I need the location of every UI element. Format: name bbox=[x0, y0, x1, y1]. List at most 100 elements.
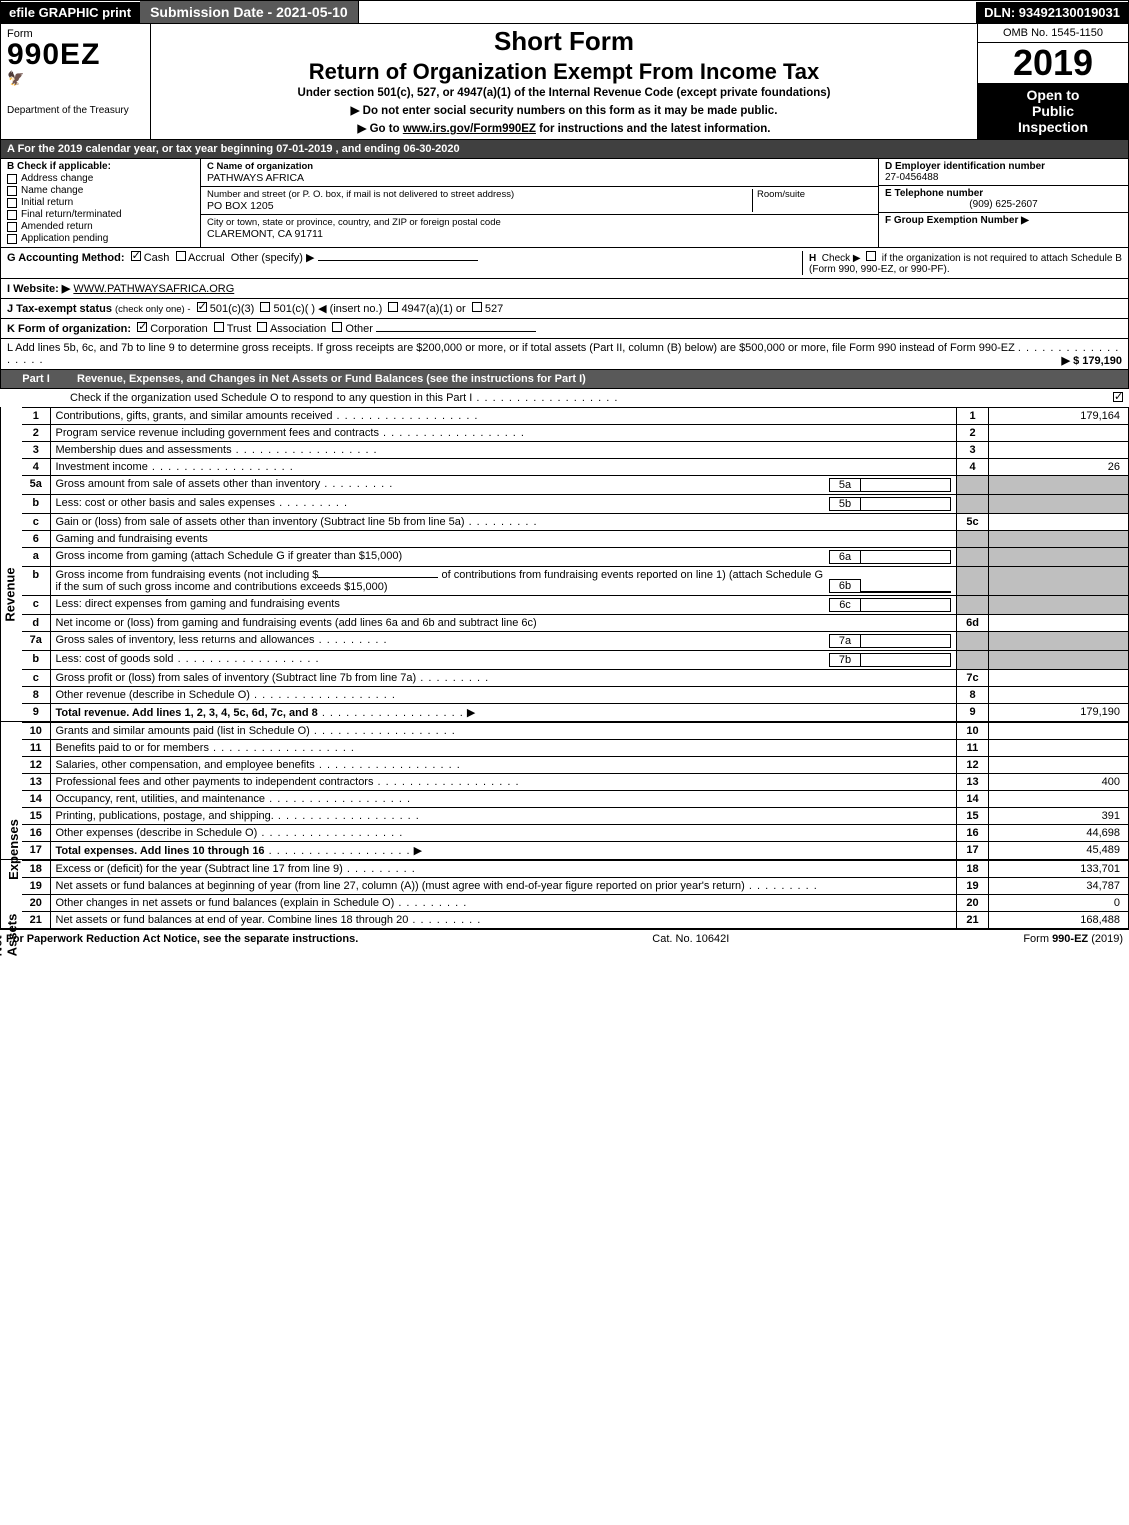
line-6b-desc1: Gross income from fundraising events (no… bbox=[56, 569, 319, 581]
header-right-col: OMB No. 1545-1150 2019 Open to Public In… bbox=[978, 24, 1128, 139]
line-8-desc: Other revenue (describe in Schedule O) bbox=[56, 689, 250, 701]
line-15-desc: Printing, publications, postage, and shi… bbox=[56, 810, 274, 822]
form-header: Form 990EZ 🦅 Department of the Treasury … bbox=[0, 24, 1129, 140]
footer-cat-no: Cat. No. 10642I bbox=[652, 933, 729, 945]
chk-4947a1[interactable] bbox=[388, 302, 398, 312]
street-label: Number and street (or P. O. box, if mail… bbox=[207, 189, 752, 200]
opt-initial-return: Initial return bbox=[21, 197, 73, 208]
chk-amended-return[interactable] bbox=[7, 222, 17, 232]
row-h-check: Check ▶ bbox=[822, 253, 861, 264]
chk-501c[interactable] bbox=[260, 302, 270, 312]
line-11-r: 11 bbox=[957, 740, 989, 757]
line-5b: bLess: cost or other basis and sales exp… bbox=[22, 495, 1129, 514]
chk-address-change[interactable] bbox=[7, 174, 17, 184]
efile-print-label[interactable]: efile GRAPHIC print bbox=[1, 2, 140, 23]
line-14-desc: Occupancy, rent, utilities, and maintena… bbox=[56, 793, 266, 805]
ein-label: D Employer identification number bbox=[885, 161, 1122, 172]
line-17-no: 17 bbox=[22, 842, 50, 860]
chk-trust[interactable] bbox=[214, 322, 224, 332]
line-5b-no: b bbox=[22, 495, 50, 514]
ssn-warning: ▶ Do not enter social security numbers o… bbox=[157, 103, 971, 117]
chk-name-change[interactable] bbox=[7, 186, 17, 196]
header-left-col: Form 990EZ 🦅 Department of the Treasury bbox=[1, 24, 151, 139]
line-5c-r: 5c bbox=[957, 514, 989, 531]
row-j-label: J Tax-exempt status bbox=[7, 303, 112, 315]
section-def: D Employer identification number 27-0456… bbox=[878, 159, 1128, 247]
line-19-desc: Net assets or fund balances at beginning… bbox=[56, 880, 745, 892]
tax-year-period: A For the 2019 calendar year, or tax yea… bbox=[0, 140, 1129, 159]
chk-501c3[interactable] bbox=[197, 302, 207, 312]
chk-application-pending[interactable] bbox=[7, 234, 17, 244]
website-row: I Website: ▶ WWW.PATHWAYSAFRICA.ORG bbox=[0, 279, 1129, 299]
chk-schedule-b-not-required[interactable] bbox=[866, 251, 876, 261]
line-7b: bLess: cost of goods sold7b bbox=[22, 651, 1129, 670]
chk-accrual[interactable] bbox=[176, 251, 186, 261]
chk-initial-return[interactable] bbox=[7, 198, 17, 208]
line-21-amt: 168,488 bbox=[989, 912, 1129, 929]
line-17: 17 Total expenses. Add lines 10 through 1… bbox=[22, 842, 1129, 860]
opt-trust: Trust bbox=[227, 323, 252, 335]
line-2-no: 2 bbox=[22, 425, 50, 442]
line-12-no: 12 bbox=[22, 757, 50, 774]
line-6a-desc: Gross income from gaming (attach Schedul… bbox=[56, 550, 830, 564]
city-label: City or town, state or province, country… bbox=[207, 217, 872, 228]
line-6d: dNet income or (loss) from gaming and fu… bbox=[22, 615, 1129, 632]
line-6c: cLess: direct expenses from gaming and f… bbox=[22, 596, 1129, 615]
line-4-amt: 26 bbox=[989, 459, 1129, 476]
expenses-lines-table: 10Grants and similar amounts paid (list … bbox=[22, 722, 1129, 860]
chk-corporation[interactable] bbox=[137, 322, 147, 332]
line-11-no: 11 bbox=[22, 740, 50, 757]
line-6b-amt-shade bbox=[989, 567, 1129, 596]
line-10-r: 10 bbox=[957, 723, 989, 740]
chk-527[interactable] bbox=[472, 302, 482, 312]
line-6b: bGross income from fundraising events (n… bbox=[22, 567, 1129, 596]
line-1-desc: Contributions, gifts, grants, and simila… bbox=[56, 410, 333, 422]
line-18-desc: Excess or (deficit) for the year (Subtra… bbox=[56, 863, 343, 875]
chk-schedule-o-part1[interactable] bbox=[1113, 392, 1123, 402]
chk-final-return[interactable] bbox=[7, 210, 17, 220]
line-9: 9 Total revenue. Add lines 1, 2, 3, 4, 5c… bbox=[22, 704, 1129, 722]
goto-link[interactable]: www.irs.gov/Form990EZ bbox=[403, 123, 536, 135]
line-6-shade bbox=[957, 531, 989, 548]
short-form-title: Short Form bbox=[157, 26, 971, 57]
website-value[interactable]: WWW.PATHWAYSAFRICA.ORG bbox=[73, 283, 234, 295]
submission-date-label: Submission Date - 2021-05-10 bbox=[140, 1, 359, 23]
line-6-amt-shade bbox=[989, 531, 1129, 548]
line-14-no: 14 bbox=[22, 791, 50, 808]
department-label: Department of the Treasury bbox=[7, 105, 144, 116]
line-6c-amt-shade bbox=[989, 596, 1129, 615]
line-9-no: 9 bbox=[22, 704, 50, 722]
opt-501c3: 501(c)(3) bbox=[210, 303, 255, 315]
line-6: 6Gaming and fundraising events bbox=[22, 531, 1129, 548]
line-5c-no: c bbox=[22, 514, 50, 531]
line-7b-no: b bbox=[22, 651, 50, 670]
chk-association[interactable] bbox=[257, 322, 267, 332]
chk-other-org[interactable] bbox=[332, 322, 342, 332]
line-7c-no: c bbox=[22, 670, 50, 687]
tax-year: 2019 bbox=[978, 43, 1128, 83]
line-7c-desc: Gross profit or (loss) from sales of inv… bbox=[56, 672, 417, 684]
chk-cash[interactable] bbox=[131, 251, 141, 261]
line-5a-amt-shade bbox=[989, 476, 1129, 495]
line-9-desc: Total revenue. Add lines 1, 2, 3, 4, 5c,… bbox=[56, 707, 318, 719]
row-h-text2: if the organization is not required to a… bbox=[882, 253, 1122, 264]
line-12-desc: Salaries, other compensation, and employ… bbox=[56, 759, 315, 771]
line-17-desc: Total expenses. Add lines 10 through 16 bbox=[56, 845, 265, 857]
line-3-desc: Membership dues and assessments bbox=[56, 444, 232, 456]
row-k-label: K Form of organization: bbox=[7, 323, 131, 335]
line-6a: aGross income from gaming (attach Schedu… bbox=[22, 548, 1129, 567]
line-13-no: 13 bbox=[22, 774, 50, 791]
accounting-method-row: G Accounting Method: Cash Accrual Other … bbox=[0, 248, 1129, 279]
line-15-r: 15 bbox=[957, 808, 989, 825]
section-b-title: B Check if applicable: bbox=[7, 161, 194, 172]
line-18-r: 18 bbox=[957, 861, 989, 878]
opt-final-return: Final return/terminated bbox=[21, 209, 122, 220]
line-8-amt bbox=[989, 687, 1129, 704]
page-footer: For Paperwork Reduction Act Notice, see … bbox=[0, 929, 1129, 948]
under-section-text: Under section 501(c), 527, or 4947(a)(1)… bbox=[157, 87, 971, 99]
phone-label: E Telephone number bbox=[885, 188, 1122, 199]
line-17-r: 17 bbox=[957, 842, 989, 860]
line-16: 16Other expenses (describe in Schedule O… bbox=[22, 825, 1129, 842]
line-7c-r: 7c bbox=[957, 670, 989, 687]
line-6a-sub: 6a bbox=[829, 550, 861, 564]
